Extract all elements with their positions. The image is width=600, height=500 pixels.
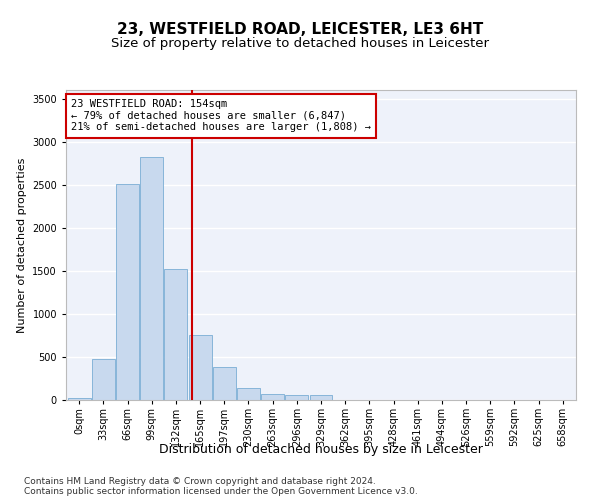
Bar (237, 388, 260, 400)
Y-axis label: Number of detached properties: Number of detached properties (17, 158, 26, 332)
Bar (286, 396, 308, 400)
Text: Distribution of detached houses by size in Leicester: Distribution of detached houses by size … (159, 442, 483, 456)
Bar (213, 367, 236, 400)
Text: Contains HM Land Registry data © Crown copyright and database right 2024.: Contains HM Land Registry data © Crown c… (24, 478, 376, 486)
Bar (164, 269, 187, 400)
Text: 23 WESTFIELD ROAD: 154sqm
← 79% of detached houses are smaller (6,847)
21% of se: 23 WESTFIELD ROAD: 154sqm ← 79% of detac… (71, 100, 371, 132)
Bar (68, 398, 91, 400)
Bar (116, 184, 139, 400)
Bar (188, 336, 212, 400)
Bar (92, 358, 115, 400)
Bar (140, 157, 163, 400)
Bar (261, 394, 284, 400)
Text: 23, WESTFIELD ROAD, LEICESTER, LE3 6HT: 23, WESTFIELD ROAD, LEICESTER, LE3 6HT (117, 22, 483, 38)
Text: Contains public sector information licensed under the Open Government Licence v3: Contains public sector information licen… (24, 488, 418, 496)
Bar (310, 396, 332, 400)
Text: Size of property relative to detached houses in Leicester: Size of property relative to detached ho… (111, 38, 489, 51)
